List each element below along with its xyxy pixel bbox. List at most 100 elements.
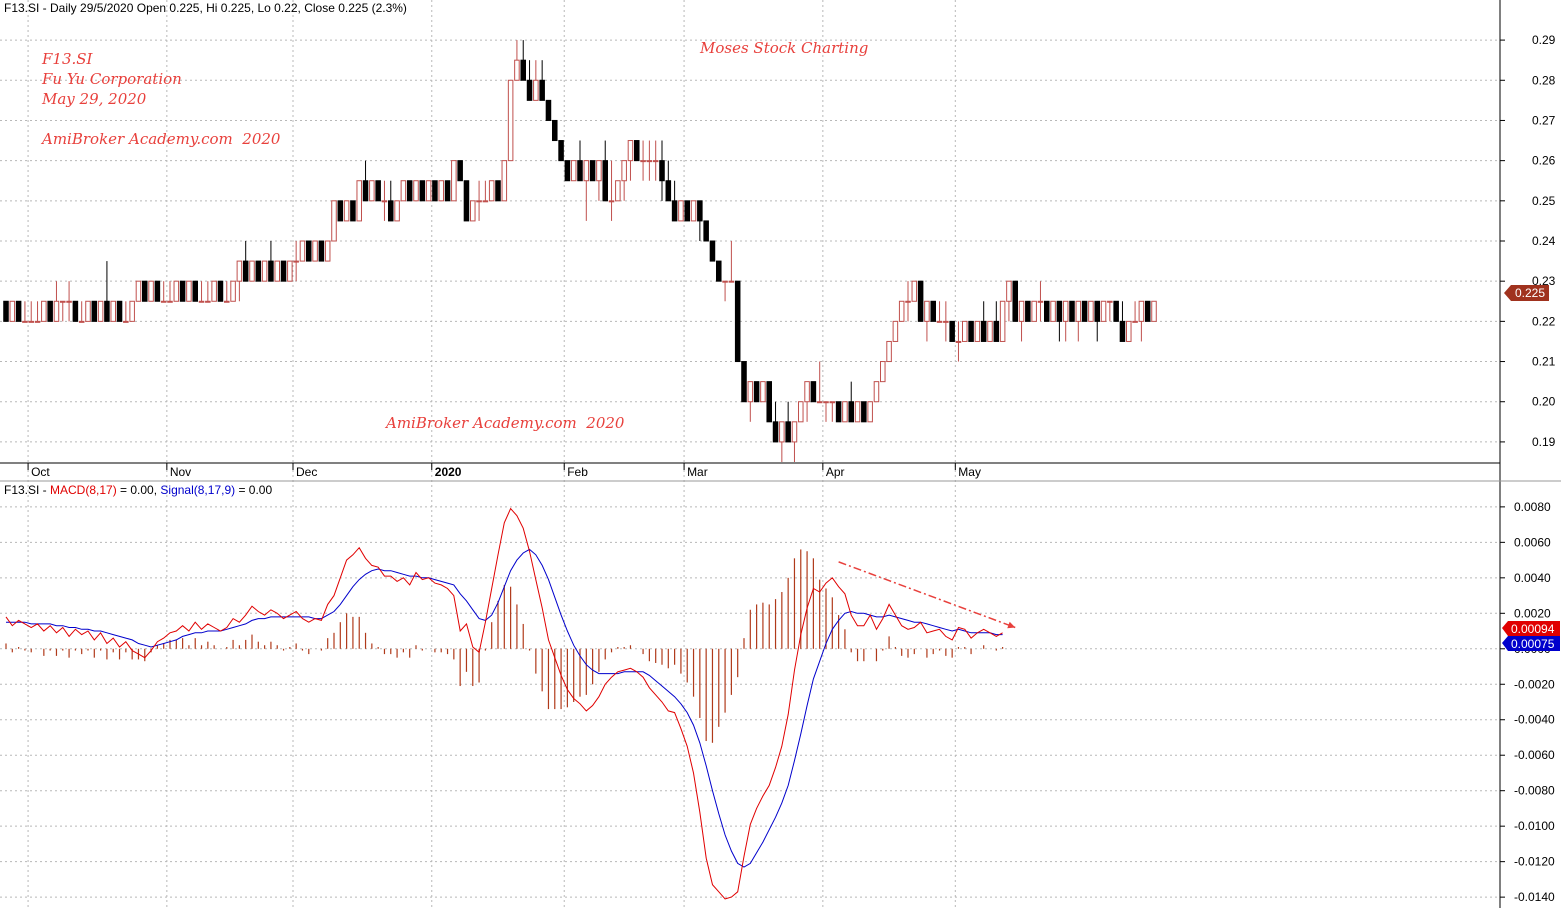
candle [558, 140, 564, 162]
candle [160, 281, 167, 303]
macd-pane-header: F13.SI - MACD(8,17) = 0.00, Signal(8,17,… [4, 483, 272, 497]
candle-body [242, 260, 249, 282]
candle [633, 140, 640, 162]
candle [1075, 300, 1082, 342]
candle [905, 281, 911, 322]
candle-body [930, 300, 937, 322]
candle-body [514, 59, 520, 81]
candle-body [53, 300, 60, 322]
candle-body [154, 280, 161, 302]
candle-body [810, 381, 817, 403]
candle [268, 241, 274, 282]
candle [690, 200, 697, 222]
candle [621, 160, 627, 201]
candle [305, 240, 312, 262]
macd-header-prefix: F13.SI - [4, 483, 50, 497]
candle [476, 180, 482, 221]
candle [287, 260, 293, 282]
candle [236, 260, 243, 302]
candle [861, 401, 867, 423]
candle-body [305, 240, 312, 262]
macd-tick-label: -0.0080 [1514, 784, 1555, 798]
candle [261, 260, 268, 282]
month-label: May [958, 465, 981, 479]
signal-value-badge: 0.00075 [1502, 636, 1560, 651]
candle [217, 280, 224, 302]
candle [697, 200, 703, 241]
candle [514, 40, 520, 81]
candle-body [747, 381, 754, 403]
candle-body [898, 300, 905, 322]
candle-body [703, 220, 709, 242]
candle [760, 381, 766, 403]
candle-body [753, 381, 760, 403]
candle [646, 140, 653, 181]
candle-body [482, 200, 489, 203]
candle [438, 180, 445, 202]
candle-body [186, 280, 192, 302]
candle-body [85, 300, 91, 322]
candle [299, 240, 306, 262]
candle-body [892, 320, 899, 342]
candle-body [444, 180, 451, 202]
candle-body [1138, 300, 1145, 322]
price-tick-label: 0.24 [1532, 234, 1556, 248]
candle [167, 281, 173, 303]
candle-body [1062, 300, 1069, 322]
candle-body [1012, 280, 1019, 322]
candle-body [488, 180, 495, 202]
candle-body [993, 320, 1000, 342]
candle-body [999, 300, 1006, 342]
candle [1043, 300, 1050, 322]
candle-body [917, 280, 924, 322]
price-tick-label: 0.27 [1532, 113, 1556, 127]
candle [255, 260, 262, 282]
candle [703, 220, 709, 242]
candle [387, 180, 394, 222]
candle [91, 300, 98, 322]
candle [955, 321, 962, 362]
candle [97, 300, 104, 322]
candle-body [223, 300, 230, 303]
candle-body [66, 300, 72, 303]
candle [1031, 300, 1037, 322]
candle-body [129, 300, 135, 322]
candle [1094, 300, 1101, 342]
candle [734, 280, 741, 363]
candle-body [848, 401, 855, 423]
candle-body [974, 320, 981, 342]
month-label: Nov [170, 465, 191, 479]
candle [205, 281, 211, 303]
candle-body [1025, 300, 1031, 322]
candle [293, 241, 299, 282]
trend-arrow-line [838, 561, 1016, 629]
price-tick-label: 0.21 [1532, 355, 1556, 369]
candle [835, 401, 842, 423]
month-label: 2020 [435, 465, 462, 479]
candle-body [911, 280, 918, 302]
candle-body [520, 59, 527, 81]
candle-body [268, 260, 274, 282]
candle [766, 381, 773, 423]
candle-body [15, 300, 22, 322]
signal-value-badge-text: 0.00075 [1511, 637, 1555, 651]
candle [980, 301, 987, 342]
candle-body [59, 300, 66, 303]
candlesticks [3, 40, 1157, 462]
candle [999, 300, 1006, 342]
candle [78, 301, 85, 323]
candle [747, 381, 754, 422]
candle [123, 301, 129, 323]
candle-body [671, 200, 678, 222]
candle [356, 180, 363, 222]
macd-line [5, 507, 1003, 900]
candle [141, 280, 148, 302]
candle [1113, 300, 1119, 322]
candle-body [387, 200, 394, 222]
last-price-badge-text: 0.225 [1515, 286, 1545, 300]
candle-body [816, 401, 823, 404]
candle [665, 160, 672, 202]
candle [59, 300, 66, 322]
candle-body [331, 200, 337, 242]
